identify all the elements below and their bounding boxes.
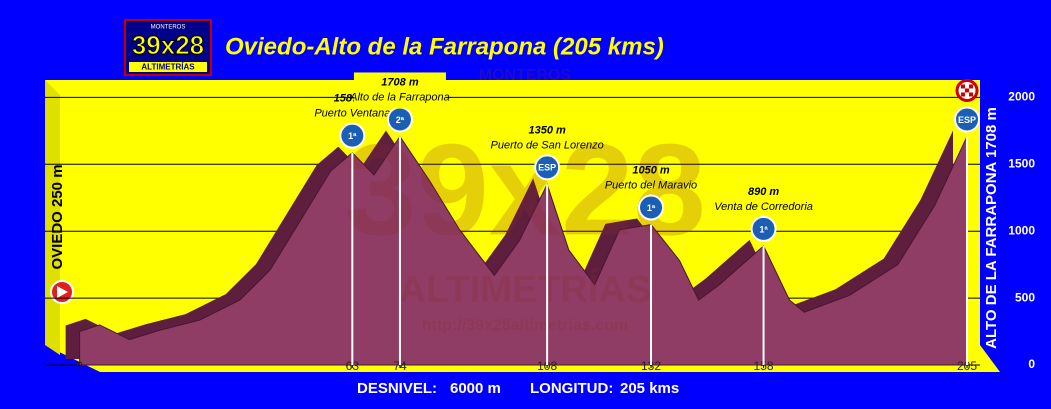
profile-area: [79, 135, 968, 366]
category-label: 1ª: [348, 131, 357, 141]
watermark-url: http://39x28altimetrias.com: [422, 317, 628, 334]
summit-value-label: 1708 m: [381, 76, 419, 88]
summit-name: Venta de Corredoria: [714, 201, 813, 213]
finish-label: ALTO DE LA FARRAPONA 1708 m: [983, 107, 1000, 349]
start-arrow: [57, 286, 68, 298]
finish-flag-square: [961, 84, 966, 89]
x-tick-label: 205: [957, 359, 977, 373]
y-tick-label: 2000: [1008, 90, 1035, 104]
y-tick-label: 500: [1015, 290, 1035, 304]
finish-flag-square: [961, 92, 966, 97]
x-tick-label: 132: [641, 359, 661, 373]
watermark-logo: 39x28: [344, 116, 706, 262]
summit-name: Puerto Ventana: [314, 108, 390, 120]
logo-brand: MONTEROS: [151, 25, 186, 31]
y-tick-label: 1500: [1008, 156, 1035, 170]
logo-sub: ALTIMETRÍAS: [141, 63, 195, 72]
x-tick-label: 108: [537, 359, 557, 373]
finish-flag-square: [969, 92, 974, 97]
stat-label: LONGITUD:: [530, 380, 613, 397]
category-badge: [339, 122, 366, 149]
stat-value: 205 kms: [620, 380, 679, 397]
category-label: ESP: [958, 115, 976, 125]
x-tick-label: 158: [754, 359, 774, 373]
stat-value: 6000 m: [450, 380, 501, 397]
summit-name: Alto de la Farrapona: [349, 91, 450, 103]
finish-flag-square: [969, 84, 974, 89]
y-tick-label: 1000: [1008, 223, 1035, 237]
watermark-sub: ALTIMETRÍAS: [399, 267, 652, 311]
x-tick-label: 74: [393, 359, 407, 373]
category-badge: [638, 194, 665, 221]
x-tick-label: 63: [346, 359, 360, 373]
stat-label: DESNIVEL:: [357, 380, 437, 397]
plot-layer: 0 500 1000 1500 2000 0 63 74 108 132 158 205 MONTERO…: [45, 67, 1035, 397]
summit-value-label: 890 m: [748, 186, 779, 198]
category-label: 1ª: [647, 203, 656, 213]
summit-value-label: 1350 m: [528, 124, 566, 136]
x-tick-label: 0: [76, 359, 83, 373]
watermark-brand: MONTEROS: [479, 67, 572, 84]
category-label: 2ª: [396, 115, 405, 125]
category-label: 1ª: [759, 224, 768, 234]
label-box: [353, 72, 446, 109]
chart-title: Oviedo-Alto de la Farrapona (205 kms): [225, 33, 664, 60]
logo-band: [129, 62, 207, 72]
summit-name: Puerto de San Lorenzo: [491, 139, 604, 151]
start-label: OVIEDO 250 m: [49, 164, 66, 269]
summit-value-label: 1050 m: [632, 164, 670, 176]
y-tick-label: 0: [1028, 357, 1035, 371]
category-badge: [954, 106, 981, 133]
category-badge: [750, 215, 777, 242]
category-label: ESP: [538, 163, 556, 173]
logo-text: 39x28: [132, 30, 204, 60]
category-badge: [534, 154, 561, 181]
finish-flag-square: [965, 88, 970, 93]
summit-name: Puerto del Maravio: [605, 179, 697, 191]
